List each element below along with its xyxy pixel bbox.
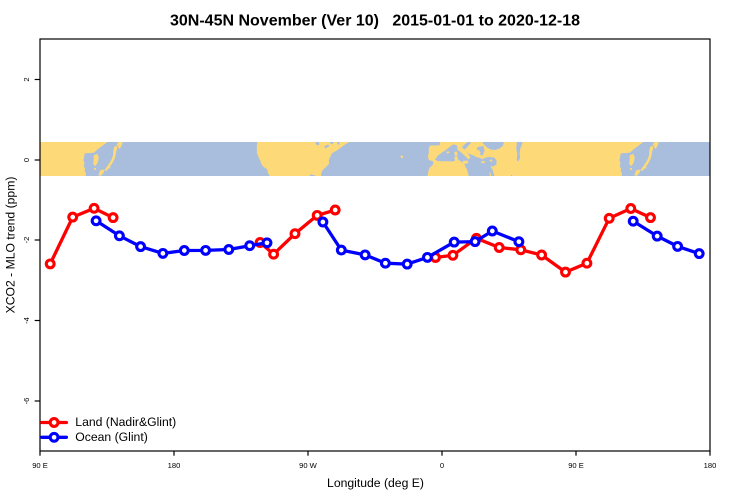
- svg-text:0: 0: [22, 158, 31, 162]
- svg-text:Ocean (Glint): Ocean (Glint): [75, 430, 147, 444]
- svg-text:30N-45N November (Ver 10) 20: 30N-45N November (Ver 10) 2015-01-01 to …: [170, 13, 580, 30]
- svg-text:90 E: 90 E: [568, 461, 584, 470]
- svg-text:90 E: 90 E: [32, 461, 48, 470]
- svg-text:180: 180: [704, 461, 717, 470]
- svg-text:0: 0: [440, 461, 444, 470]
- svg-text:Longitude (deg E): Longitude (deg E): [327, 476, 424, 490]
- svg-text:90 W: 90 W: [299, 461, 318, 470]
- svg-text:Land (Nadir&Glint): Land (Nadir&Glint): [75, 415, 176, 429]
- svg-text:-4: -4: [22, 317, 31, 324]
- svg-text:-2: -2: [22, 237, 31, 244]
- svg-text:XCO2 - MLO trend (ppm): XCO2 - MLO trend (ppm): [4, 177, 18, 314]
- svg-text:180: 180: [168, 461, 181, 470]
- svg-text:2: 2: [22, 77, 31, 81]
- svg-text:-6: -6: [22, 398, 31, 405]
